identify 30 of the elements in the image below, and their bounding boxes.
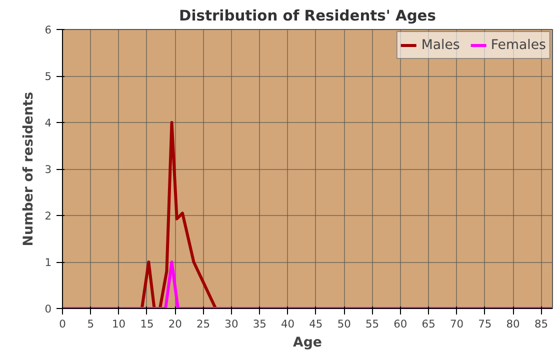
x-tick-label: 75 (478, 318, 492, 330)
x-tick-label: 55 (365, 318, 380, 330)
x-tick-label: 40 (281, 318, 295, 330)
x-tick-label: 45 (309, 318, 323, 330)
y-tick-label: 0 (44, 302, 52, 316)
x-tick-label: 60 (394, 318, 408, 330)
x-tick-label: 50 (337, 318, 352, 330)
x-tick-label: 15 (140, 318, 154, 330)
y-tick-label: 2 (44, 210, 52, 222)
x-tick-label: 65 (422, 318, 436, 330)
x-tick-label: 30 (224, 318, 238, 330)
x-tick-label: 0 (59, 318, 66, 330)
x-tick-label: 85 (534, 318, 548, 330)
x-tick-label: 20 (168, 318, 182, 330)
y-tick-label: 4 (44, 116, 52, 130)
x-tick-label: 35 (252, 318, 266, 330)
x-tick-label: 10 (112, 318, 126, 330)
y-tick-label: 3 (44, 163, 52, 176)
legend-label: Males (421, 38, 460, 52)
x-tick-label: 70 (450, 318, 464, 330)
x-tick-label: 25 (196, 318, 210, 330)
x-tick-label: 5 (87, 318, 94, 330)
chart-title: Distribution of Residents' Ages (179, 8, 436, 24)
x-tick-label: 80 (506, 318, 520, 330)
y-tick-label: 6 (44, 24, 52, 36)
y-axis-title: Number of residents (22, 92, 37, 246)
legend-label: Females (490, 38, 546, 52)
x-axis-title: Age (293, 336, 322, 350)
y-tick-label: 5 (44, 70, 52, 83)
y-tick-label: 1 (44, 256, 52, 269)
